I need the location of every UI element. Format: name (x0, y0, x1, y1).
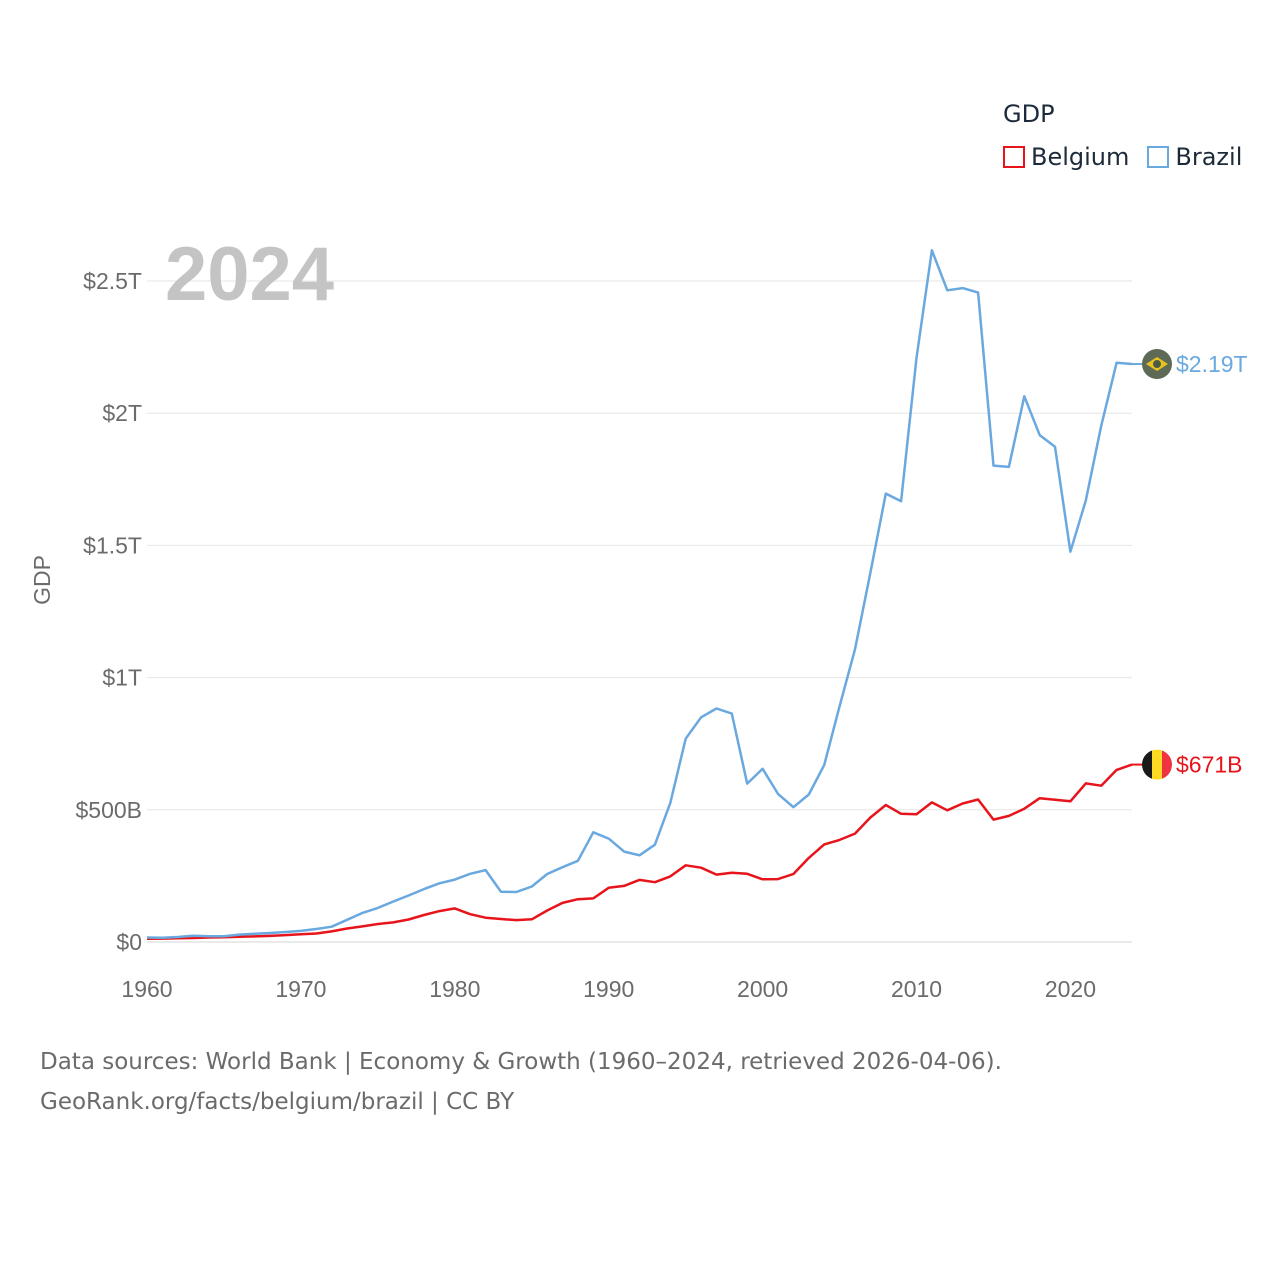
y-axis-ticks: $0 $500B $1T $1.5T $2T $2.5T (75, 268, 142, 955)
flag-icon-belgium (1142, 749, 1172, 780)
x-tick-label: 2020 (1045, 976, 1096, 1002)
y-axis-label: GDP (29, 555, 55, 605)
y-tick-label: $2T (102, 400, 142, 426)
x-tick-label: 1980 (429, 976, 480, 1002)
x-tick-label: 1960 (121, 976, 172, 1002)
gridlines (147, 280, 1132, 943)
series-end-markers: $671B $2.19T (1132, 349, 1248, 780)
legend-item-belgium[interactable]: Belgium (1003, 143, 1129, 171)
x-tick-label: 2000 (737, 976, 788, 1002)
x-tick-label: 1990 (583, 976, 634, 1002)
flag-icon-brazil (1142, 349, 1172, 380)
end-value-label: $671B (1176, 752, 1243, 778)
series-lines (146, 249, 1133, 941)
y-tick-label: $2.5T (83, 268, 142, 294)
legend[interactable]: Belgium Brazil (1003, 143, 1260, 171)
data-sources: Data sources: World Bank | Economy & Gro… (40, 1042, 1002, 1122)
end-value-label: $2.19T (1176, 351, 1248, 377)
y-tick-label: $1.5T (83, 532, 142, 558)
year-watermark: 2024 (165, 232, 334, 317)
y-tick-label: $1T (102, 665, 142, 691)
legend-label-brazil: Brazil (1175, 143, 1243, 171)
y-tick-label: $500B (75, 797, 142, 823)
legend-label-belgium: Belgium (1031, 143, 1130, 171)
legend-swatch-brazil (1147, 146, 1170, 168)
legend-title: GDP (1003, 100, 1055, 128)
series-line-brazil (146, 249, 1133, 940)
x-tick-label: 1970 (275, 976, 326, 1002)
legend-item-brazil[interactable]: Brazil (1147, 143, 1242, 171)
x-tick-label: 2010 (891, 976, 942, 1002)
sources-line-2[interactable]: GeoRank.org/facts/belgium/brazil | CC BY (40, 1089, 515, 1115)
series-line-belgium (146, 763, 1133, 941)
y-tick-label: $0 (116, 929, 142, 955)
sources-line-1: Data sources: World Bank | Economy & Gro… (40, 1049, 1002, 1075)
x-axis-ticks: 1960 1970 1980 1990 2000 2010 2020 (121, 976, 1096, 1002)
legend-swatch-belgium (1003, 146, 1025, 168)
